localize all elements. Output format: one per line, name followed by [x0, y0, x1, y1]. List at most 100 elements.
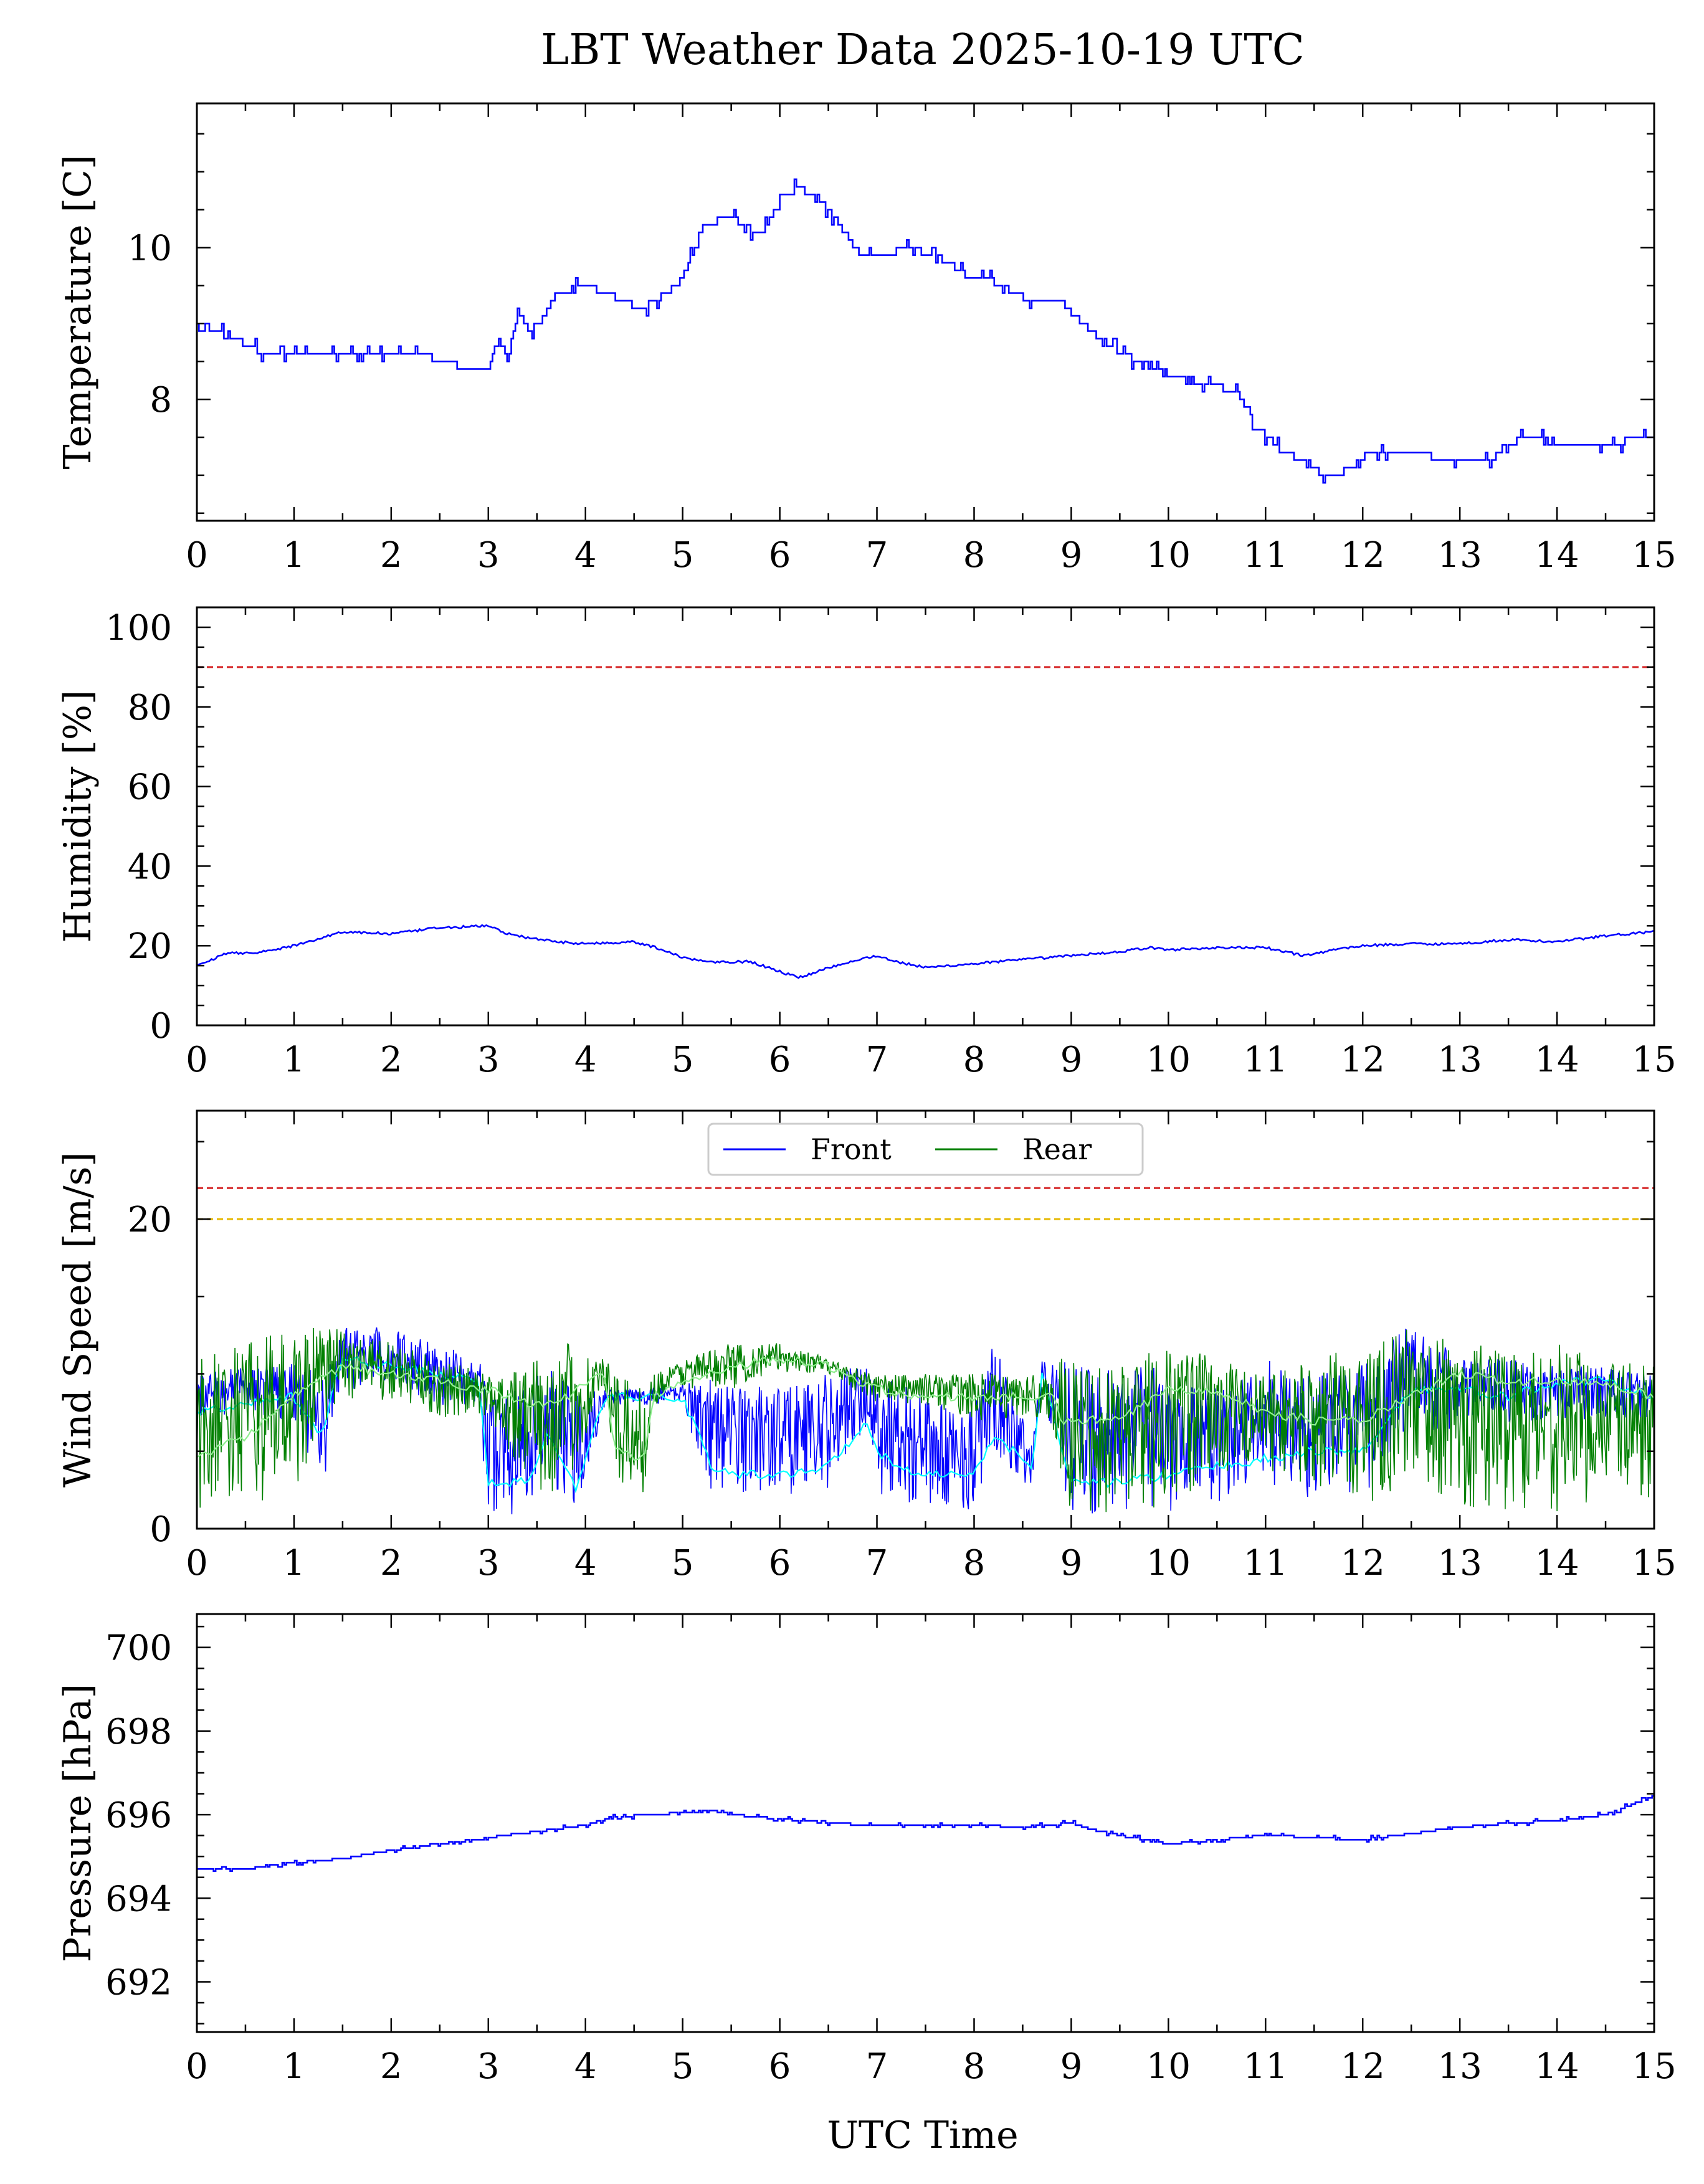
- x-tick-label: 3: [477, 535, 500, 576]
- y-axis-label: Temperature [C]: [56, 155, 100, 470]
- y-tick-label: 700: [105, 1628, 172, 1669]
- x-tick-label: 12: [1341, 1543, 1385, 1583]
- x-tick-label: 10: [1146, 1040, 1191, 1080]
- x-tick-label: 13: [1438, 1543, 1482, 1583]
- x-tick-label: 8: [963, 1543, 986, 1583]
- x-tick-label: 0: [186, 535, 208, 576]
- x-tick-label: 15: [1632, 535, 1676, 576]
- x-tick-label: 10: [1146, 535, 1191, 576]
- legend-label-rear: Rear: [1022, 1132, 1092, 1166]
- data-layer: [197, 178, 1654, 484]
- x-tick-label: 14: [1535, 1040, 1579, 1080]
- x-tick-label: 5: [672, 2046, 694, 2087]
- data-layer: [197, 1187, 1654, 1514]
- x-tick-label: 15: [1632, 1040, 1676, 1080]
- x-tick-label: 13: [1438, 535, 1482, 576]
- x-tick-label: 10: [1146, 1543, 1191, 1583]
- x-tick-label: 5: [672, 1040, 694, 1080]
- x-tick-label: 13: [1438, 1040, 1482, 1080]
- x-tick-label: 0: [186, 2046, 208, 2087]
- x-tick-label: 8: [963, 1040, 986, 1080]
- y-axis-label: Humidity [%]: [56, 690, 100, 943]
- x-tick-label: 7: [866, 2046, 888, 2087]
- x-tick-label: 7: [866, 1040, 888, 1080]
- y-tick-label: 100: [105, 608, 172, 648]
- x-tick-label: 13: [1438, 2046, 1482, 2087]
- x-tick-label: 6: [769, 535, 791, 576]
- x-axis-label: UTC Time: [827, 2114, 1018, 2157]
- x-tick-label: 5: [672, 535, 694, 576]
- x-tick-label: 11: [1244, 535, 1288, 576]
- x-tick-label: 14: [1535, 2046, 1579, 2087]
- y-tick-label: 20: [128, 1200, 172, 1240]
- x-tick-label: 2: [380, 1040, 402, 1080]
- x-tick-label: 2: [380, 2046, 402, 2087]
- y-tick-label: 40: [128, 847, 172, 887]
- x-tick-label: 1: [283, 535, 305, 576]
- x-tick-label: 1: [283, 1543, 305, 1583]
- x-tick-label: 7: [866, 535, 888, 576]
- y-tick-label: 80: [128, 688, 172, 728]
- legend: Front Rear: [707, 1123, 1144, 1176]
- x-tick-label: 4: [574, 1543, 597, 1583]
- y-tick-label: 0: [150, 1006, 172, 1047]
- x-tick-label: 4: [574, 535, 597, 576]
- x-tick-label: 9: [1060, 1543, 1083, 1583]
- panel-4: 0 1 2 3 4 5 6 7 8 9 10 11 12 13 14 15692694696698700Pre…: [56, 1613, 1677, 2087]
- x-tick-label: 11: [1244, 1543, 1288, 1583]
- x-tick-label: 9: [1060, 1040, 1083, 1080]
- x-tick-label: 12: [1341, 535, 1385, 576]
- humidity-line: [197, 924, 1654, 979]
- x-tick-label: 3: [477, 2046, 500, 2087]
- x-tick-label: 6: [769, 1040, 791, 1080]
- x-tick-label: 10: [1146, 2046, 1191, 2087]
- y-tick-label: 0: [150, 1509, 172, 1550]
- x-tick-label: 15: [1632, 2046, 1676, 2087]
- x-tick-label: 7: [866, 1543, 888, 1583]
- x-tick-label: 4: [574, 1040, 597, 1080]
- panel-2: 0 1 2 3 4 5 6 7 8 9 10 11 12 13 14 15020406080100Humidi…: [56, 606, 1677, 1080]
- data-layer: [197, 666, 1654, 979]
- x-tick-label: 5: [672, 1543, 694, 1583]
- y-tick-label: 10: [128, 228, 172, 268]
- y-axis-label: Wind Speed [m/s]: [56, 1152, 100, 1488]
- figure-title: LBT Weather Data 2025-10-19 UTC: [541, 26, 1305, 75]
- x-tick-label: 8: [963, 2046, 986, 2087]
- x-tick-label: 11: [1244, 2046, 1288, 2087]
- legend-label-front: Front: [811, 1132, 892, 1166]
- x-tick-label: 9: [1060, 535, 1083, 576]
- y-tick-label: 8: [150, 380, 172, 420]
- y-tick-label: 20: [128, 926, 172, 967]
- x-tick-label: 0: [186, 1543, 208, 1583]
- x-tick-label: 1: [283, 1040, 305, 1080]
- y-tick-label: 694: [105, 1879, 172, 1919]
- x-tick-label: 15: [1632, 1543, 1676, 1583]
- x-tick-label: 8: [963, 535, 986, 576]
- temperature-line: [197, 178, 1654, 484]
- x-tick-label: 1: [283, 2046, 305, 2087]
- wind-rear-average-line: [197, 1356, 1654, 1461]
- x-tick-label: 14: [1535, 535, 1579, 576]
- x-tick-label: 6: [769, 1543, 791, 1583]
- x-tick-label: 12: [1341, 1040, 1385, 1080]
- x-tick-label: 14: [1535, 1543, 1579, 1583]
- y-tick-label: 698: [105, 1712, 172, 1752]
- x-tick-label: 2: [380, 535, 402, 576]
- y-tick-label: 60: [128, 767, 172, 808]
- x-tick-label: 2: [380, 1543, 402, 1583]
- y-axis-label: Pressure [hPa]: [56, 1684, 100, 1962]
- x-tick-label: 4: [574, 2046, 597, 2087]
- x-tick-label: 9: [1060, 2046, 1083, 2087]
- x-tick-label: 3: [477, 1040, 500, 1080]
- x-tick-label: 12: [1341, 2046, 1385, 2087]
- legend-box: [707, 1123, 1144, 1176]
- pressure-line: [197, 1795, 1654, 1872]
- y-tick-label: 692: [105, 1962, 172, 2003]
- data-layer: [197, 1795, 1654, 1872]
- x-tick-label: 0: [186, 1040, 208, 1080]
- x-tick-label: 6: [769, 2046, 791, 2087]
